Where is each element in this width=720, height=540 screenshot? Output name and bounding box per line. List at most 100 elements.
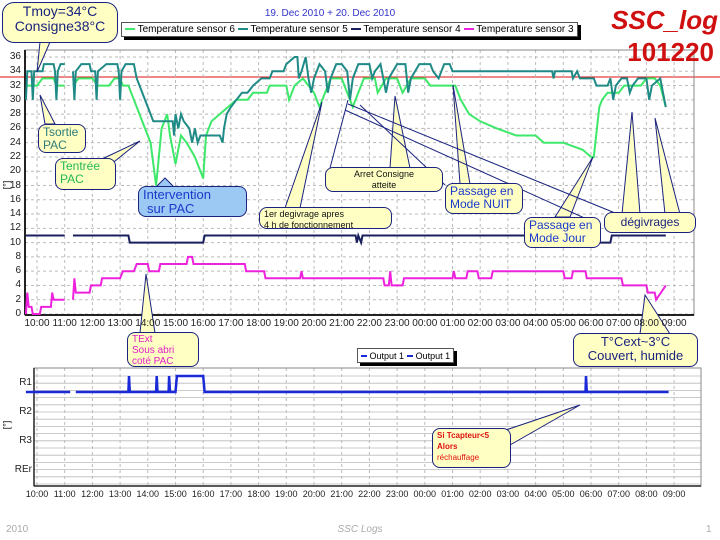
bottom-x-tick-label: 21:00 (330, 489, 353, 499)
top-x-tick-label: 11:00 (52, 318, 77, 329)
callout-rechauffage-line2: Alors (437, 442, 458, 451)
top-legend: Temperature sensor 6 Temperature sensor … (121, 22, 578, 37)
callout-tmoy: Tmoy=34°C Consigne38°C (2, 2, 118, 43)
bottom-y-tick-label: R2 (19, 406, 32, 417)
bottom-legend: Output 1 Output 1 (357, 348, 455, 363)
top-y-tick-label: 36 (9, 51, 21, 62)
footer-title: SSC Logs (337, 524, 383, 535)
bottom-x-tick-label: 17:00 (219, 489, 243, 499)
bottom-y-tick-label: R3 (19, 435, 32, 446)
callout-tentree-line1: Tentrée (60, 159, 101, 173)
top-y-tick-label: 16 (9, 193, 21, 205)
top-y-tick-label: 32 (9, 79, 21, 91)
bottom-x-tick-label: 05:00 (552, 489, 575, 499)
top-y-tick-label: 24 (9, 136, 21, 148)
top-x-tick-label: 05:00 (550, 318, 576, 329)
bottom-x-tick-label: 08:00 (635, 489, 658, 499)
top-y-tick-label: 34 (9, 65, 21, 77)
callout-degivrage1: 1er degivrage apres 4 h de fonctionnemen… (259, 207, 392, 230)
callout-degivrage1-line2: 4 h de fonctionnement (264, 220, 354, 230)
callout-rechauffage: Si Tcapteur<5 Alors réchauffage (432, 428, 511, 468)
callout-tsortie-line1: Tsortie (43, 125, 79, 139)
callout-mode-jour: Passage en Mode Jour (524, 217, 601, 248)
callout-arret: Arret Consigne atteite (325, 167, 443, 192)
top-y-tick-label: 0 (15, 308, 21, 319)
top-x-tick-label: 09:00 (661, 318, 687, 329)
callout-degivrage1-line1: 1er degivrage apres (264, 209, 345, 219)
pointer-degivrages-2 (654, 117, 681, 215)
callout-tmoy-line1: Tmoy=34°C (22, 3, 98, 19)
series-line-sensor5 (24, 63, 65, 100)
callout-pointers (36, 41, 681, 446)
bottom-plot-frame (33, 367, 702, 487)
top-x-tick-label: 01:00 (439, 318, 466, 329)
bottom-x-tick-label: 02:00 (468, 489, 492, 499)
footer-page-number: 1 (706, 524, 712, 535)
top-x-tick-label: 21:00 (329, 318, 355, 329)
callout-nuit-line1: Passage en (450, 184, 514, 198)
top-x-tick-label: 13:00 (107, 318, 133, 329)
top-x-tick-label: 12:00 (79, 318, 105, 329)
callout-text-line1: TExt (132, 334, 153, 345)
top-x-tick-label: 23:00 (384, 318, 410, 329)
top-x-tick-label: 19:00 (273, 318, 299, 329)
top-y-tick-label: 12 (9, 222, 21, 234)
bottom-y-axis-label: [°] (1, 420, 12, 430)
top-x-tick-label: 20:00 (301, 318, 327, 329)
legend-item-sensor5: Temperature sensor 5 (237, 24, 348, 35)
bottom-x-tick-label: 18:00 (247, 489, 270, 499)
callout-arret-line1: Arret Consigne (353, 169, 415, 179)
callout-rechauffage-line3: réchauffage (437, 453, 480, 462)
legend-item-sensor3: Temperature sensor 3 (463, 24, 574, 35)
bottom-x-tick-label: 00:00 (413, 489, 437, 499)
bottom-x-tick-label: 12:00 (81, 489, 104, 499)
callout-jour-line1: Passage en (529, 218, 593, 232)
top-x-tick-label: 22:00 (356, 318, 382, 329)
callout-mode-nuit: Passage en Mode NUIT (445, 183, 523, 214)
top-x-tick-label: 04:00 (523, 318, 549, 329)
top-y-tick-label: 28 (9, 108, 21, 120)
callout-arret-line2: atteite (371, 180, 397, 190)
bottom-x-tick-label: 03:00 (496, 489, 520, 499)
bottom-x-tick-label: 23:00 (385, 489, 409, 499)
top-y-tick-label: 22 (9, 150, 21, 162)
log-stamp: SSC_log 101220 (596, 4, 718, 68)
callout-tsortie-line2: PAC (43, 138, 67, 153)
top-x-tick-label: 10:00 (24, 318, 50, 329)
callout-tentree: Tentrée PAC (55, 158, 116, 190)
callout-tmoy-line2: Consigne38°C (14, 18, 106, 35)
callout-cext-line1: T°Cext~3°C (600, 334, 671, 349)
stamp-line2: 101220 (627, 37, 714, 67)
top-y-tick-label: 30 (9, 93, 21, 105)
pointer-jour (554, 156, 594, 218)
top-x-tick-label: 03:00 (495, 318, 521, 329)
top-y-tick-label: 10 (9, 236, 21, 248)
top-x-tick-label: 15:00 (162, 318, 189, 329)
top-x-tick-label: 16:00 (190, 318, 216, 329)
top-x-tick-label: 02:00 (467, 318, 493, 329)
top-x-tick-label: 08:00 (633, 318, 659, 329)
top-x-tick-label: 17:00 (218, 318, 244, 329)
pointer-degivrages-1 (621, 111, 641, 215)
bottom-x-tick-label: 16:00 (191, 489, 215, 499)
top-x-tick-label: 06:00 (578, 318, 604, 329)
top-y-tick-label: 18 (9, 179, 21, 191)
top-x-tick-label: 14:00 (135, 318, 161, 329)
top-y-tick-label: 20 (9, 165, 21, 177)
bottom-x-tick-label: 09:00 (662, 489, 686, 499)
top-y-tick-label: 14 (9, 208, 21, 220)
callout-cext: T°Cext~3°C Couvert, humide (573, 333, 698, 367)
bottom-x-tick-label: 13:00 (108, 489, 132, 499)
callout-intervention: Intervention sur PAC (138, 186, 247, 217)
legend-item-output-a: Output 1 (361, 351, 404, 361)
bottom-x-tick-label: 01:00 (441, 489, 464, 499)
callout-jour-line2: Mode Jour (529, 231, 586, 246)
series-line-sensor6 (72, 76, 667, 186)
top-y-tick-label: 8 (15, 250, 21, 262)
top-x-tick-label: 18:00 (246, 318, 272, 329)
callout-text-line2: Sous abri (132, 345, 175, 356)
bottom-x-tick-label: 04:00 (524, 489, 547, 499)
series-line-sensor3 (72, 255, 667, 303)
top-y-tick-label: 6 (15, 265, 21, 277)
footer-year: 2010 (6, 524, 29, 535)
